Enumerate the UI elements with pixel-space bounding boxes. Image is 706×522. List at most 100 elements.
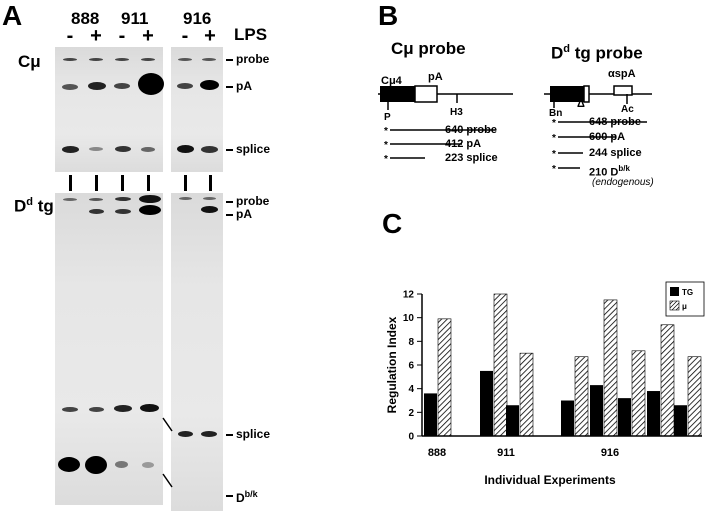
svg-text:*: * xyxy=(552,164,556,175)
db-line: * xyxy=(552,164,580,175)
bar-tg xyxy=(424,393,437,436)
pa-line: * xyxy=(384,140,462,151)
y-tick-label: 8 xyxy=(408,337,414,348)
bar-tg xyxy=(480,370,493,436)
probe-marker-dash xyxy=(226,201,233,203)
lane-label-911: 911 xyxy=(121,9,149,28)
svg-text:*: * xyxy=(552,149,556,160)
probe-line: * xyxy=(552,118,647,129)
legend-label-mu: μ xyxy=(682,302,687,311)
splice-marker-dash xyxy=(226,434,233,436)
group-label: 888 xyxy=(428,447,446,459)
bar-mu xyxy=(603,299,618,437)
d-aspa-label: αspA xyxy=(608,68,636,80)
lane-tick xyxy=(95,175,98,191)
lane-sign-2: + xyxy=(90,25,102,47)
blot1-gel-left xyxy=(55,47,164,172)
lane-sign-3: - xyxy=(118,25,126,47)
bar-mu xyxy=(519,352,534,437)
bar-mu xyxy=(437,318,452,437)
bar-tg xyxy=(590,385,603,436)
blot2-db-label: Db/k xyxy=(236,489,258,505)
y-tick-label: 12 xyxy=(403,290,415,301)
y-tick-label: 2 xyxy=(408,408,414,419)
chart-legend: TG μ xyxy=(665,281,705,317)
splice-marker-dash xyxy=(226,149,233,151)
y-axis-title: Regulation Index xyxy=(385,316,399,413)
bar-tg xyxy=(561,400,574,436)
c-p-label: P xyxy=(384,112,391,123)
d-probe-diagram: * * * * xyxy=(544,85,652,175)
bar-mu xyxy=(574,356,589,437)
pa-line: * xyxy=(552,133,616,144)
bar-mu xyxy=(631,350,646,437)
panel-c-letter: C xyxy=(382,208,403,239)
c-fragment-probe: 640 probe xyxy=(445,124,497,136)
lane-sign-6: + xyxy=(204,25,216,47)
blot1-gel-right xyxy=(171,47,223,172)
blot1-probe-label: probe xyxy=(236,52,270,66)
lane-label-916: 916 xyxy=(183,9,212,28)
y-tick-label: 10 xyxy=(403,313,415,324)
c-h3-label: H3 xyxy=(450,107,463,118)
lane-tick xyxy=(209,175,212,191)
bar-mu xyxy=(687,356,702,437)
blot2-gel-right xyxy=(171,193,223,511)
bar-tg xyxy=(618,398,631,436)
legend-swatch-mu xyxy=(669,300,680,311)
splice-line: * xyxy=(552,149,583,160)
c-fragment-pa: 412 pA xyxy=(445,138,482,150)
gel-alignment-lines xyxy=(162,417,173,488)
d-ac-label: Ac xyxy=(621,104,634,115)
lane-tick xyxy=(121,175,124,191)
svg-text:*: * xyxy=(552,118,556,129)
pa-marker-dash xyxy=(226,86,233,88)
c-probe-diagram: * * * xyxy=(378,85,513,165)
d-endogenous-note: (endogenous) xyxy=(592,177,654,188)
d-delta-label: Δ xyxy=(577,98,585,110)
d-fragment-splice: 244 splice xyxy=(589,147,642,159)
blot1-splice-label: splice xyxy=(236,142,271,156)
regulation-index-chart: 0 2 4 6 8 10 12 888 911 916 Regulation Index Ind… xyxy=(385,281,705,487)
y-tick-label: 6 xyxy=(408,361,414,372)
legend-label-tg: TG xyxy=(682,288,693,297)
probe-line: * xyxy=(384,126,496,137)
d-fragment-db: 210 Db/k xyxy=(589,164,630,179)
bar-mu xyxy=(660,324,675,437)
c-probe-title: Cμ probe xyxy=(391,39,466,58)
bar-tg xyxy=(506,405,519,436)
legend-swatch-tg xyxy=(670,287,679,296)
lane-tick xyxy=(147,175,150,191)
svg-text:*: * xyxy=(384,140,388,151)
lps-label: LPS xyxy=(234,25,268,44)
blot2-splice-label: splice xyxy=(236,427,271,441)
y-tick-label: 4 xyxy=(408,384,414,395)
lane-sign-5: - xyxy=(181,25,189,47)
y-tick-label: 0 xyxy=(408,432,414,443)
group-label: 911 xyxy=(497,447,515,459)
splice-line: * xyxy=(384,154,425,165)
bar-tg xyxy=(647,391,660,436)
d-fragment-probe: 648 probe xyxy=(589,116,641,128)
bar-mu xyxy=(493,293,508,437)
c-fragment-splice: 223 splice xyxy=(445,152,498,164)
lane-tick xyxy=(69,175,72,191)
svg-text:*: * xyxy=(384,126,388,137)
lane-tick xyxy=(184,175,187,191)
x-axis-title: Individual Experiments xyxy=(484,473,616,487)
bar-tg xyxy=(674,405,687,436)
blot2-pa-label: pA xyxy=(236,207,252,221)
svg-text:*: * xyxy=(552,133,556,144)
group-label: 916 xyxy=(601,447,619,459)
blot2-probe-label: probe xyxy=(236,194,270,208)
blot1-pa-label: pA xyxy=(236,79,252,93)
lane-sign-1: - xyxy=(66,25,74,47)
d-probe-title: Dd tg probe xyxy=(551,43,643,63)
d-fragment-pa: 600 pA xyxy=(589,131,626,143)
blot2-gel-left xyxy=(55,193,163,505)
svg-text:*: * xyxy=(384,154,388,165)
lane-sign-4: + xyxy=(142,25,154,47)
blot2-label: Dd tg xyxy=(14,196,54,216)
d-bn-label: Bn xyxy=(549,108,563,119)
db-marker-dash xyxy=(226,495,233,497)
